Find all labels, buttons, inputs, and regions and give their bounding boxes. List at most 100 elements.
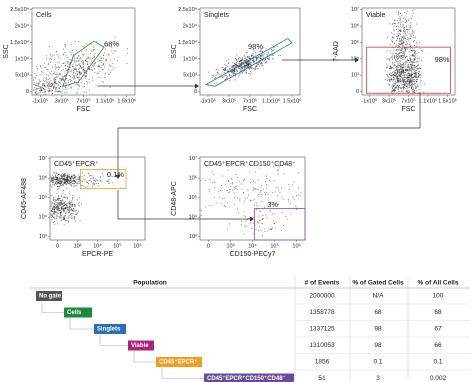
- event-dot: [236, 60, 238, 62]
- event-dot: [408, 79, 410, 81]
- event-dot: [256, 205, 258, 207]
- event-dot: [78, 68, 80, 70]
- event-dot: [411, 54, 414, 56]
- event-dot: [59, 184, 61, 186]
- event-dot: [66, 187, 68, 189]
- event-dot: [411, 77, 414, 79]
- event-dot: [59, 66, 61, 68]
- event-dot: [396, 65, 398, 67]
- event-dot: [401, 47, 403, 50]
- event-dot: [244, 57, 246, 60]
- event-dot: [44, 93, 46, 95]
- event-dot: [68, 183, 70, 185]
- event-dot: [405, 25, 407, 27]
- event-dot: [93, 65, 95, 67]
- event-dot: [64, 88, 66, 90]
- event-dot: [241, 224, 243, 226]
- event-dot: [75, 182, 77, 184]
- event-dot: [49, 87, 51, 89]
- event-dot: [222, 76, 224, 78]
- event-dot: [34, 77, 36, 79]
- event-dot: [393, 22, 395, 24]
- event-dot: [423, 83, 425, 85]
- event-dot: [61, 200, 63, 202]
- event-dot: [61, 77, 63, 79]
- event-dot: [62, 200, 64, 202]
- event-dot: [405, 83, 407, 85]
- event-dot: [254, 181, 256, 183]
- event-dot: [393, 71, 396, 73]
- event-dot: [51, 195, 53, 197]
- event-dot: [49, 57, 51, 60]
- event-dot: [50, 209, 52, 211]
- event-dot: [46, 78, 48, 81]
- event-dot: [403, 76, 405, 79]
- event-dot: [69, 178, 71, 180]
- event-dot: [390, 75, 392, 77]
- event-dot: [402, 44, 404, 46]
- event-dot: [42, 87, 44, 89]
- event-dot: [392, 22, 394, 24]
- event-dot: [59, 179, 61, 181]
- event-dot: [43, 88, 45, 90]
- x-tick-label: 10⁶: [292, 242, 300, 249]
- event-dot: [393, 78, 395, 80]
- x-tick-label: 10³: [226, 243, 234, 249]
- event-dot: [54, 204, 57, 206]
- event-dot: [403, 74, 405, 76]
- event-dot: [399, 79, 401, 81]
- event-dot: [259, 61, 261, 63]
- event-dot: [55, 89, 57, 91]
- event-dot: [390, 73, 392, 75]
- event-dot: [269, 210, 271, 212]
- event-dot: [104, 77, 106, 79]
- event-dot: [71, 66, 74, 68]
- event-dot: [52, 214, 54, 216]
- event-dot: [38, 78, 40, 80]
- event-dot: [396, 58, 398, 60]
- event-dot: [74, 220, 77, 222]
- event-dot: [48, 80, 50, 82]
- event-dot: [223, 76, 225, 78]
- event-dot: [261, 218, 264, 220]
- event-dot: [412, 91, 414, 93]
- event-dot: [253, 216, 255, 218]
- event-dot: [72, 195, 74, 197]
- event-dot: [52, 172, 54, 174]
- event-dot: [408, 33, 410, 35]
- event-dot: [236, 197, 238, 199]
- event-dot: [233, 69, 235, 71]
- event-dot: [73, 215, 75, 218]
- event-dot: [287, 184, 290, 186]
- event-dot: [405, 66, 407, 68]
- event-dot: [241, 62, 243, 64]
- event-dot: [249, 70, 252, 73]
- event-dot: [52, 184, 54, 186]
- event-dot: [403, 80, 405, 82]
- event-dot: [399, 48, 401, 50]
- event-dot: [52, 200, 54, 202]
- event-dot: [391, 86, 393, 88]
- event-dot: [228, 223, 231, 225]
- event-dot: [57, 197, 59, 199]
- event-dot: [386, 74, 388, 76]
- event-dot: [72, 207, 74, 210]
- event-dot: [54, 182, 57, 184]
- event-dot: [411, 60, 413, 62]
- event-dot: [79, 220, 81, 222]
- event-dot: [250, 222, 252, 224]
- event-dot: [401, 69, 403, 71]
- event-dot: [81, 171, 83, 174]
- event-dot: [73, 76, 75, 78]
- x-axis-label: FSC: [77, 106, 91, 113]
- event-dot: [208, 205, 210, 207]
- event-dot: [388, 59, 390, 61]
- event-dot: [395, 48, 397, 51]
- event-dot: [69, 51, 71, 53]
- event-dot: [55, 201, 57, 203]
- event-dot: [58, 179, 60, 181]
- event-dot: [39, 92, 41, 94]
- event-dot: [85, 181, 88, 183]
- event-dot: [416, 64, 418, 67]
- event-dot: [43, 85, 45, 87]
